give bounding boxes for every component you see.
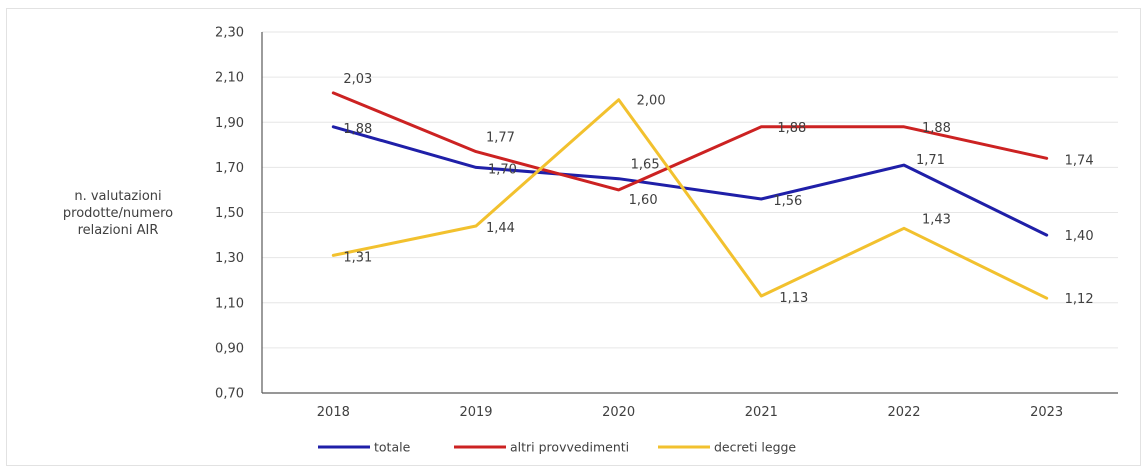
data-label: 1,74 [1065,153,1094,168]
data-label: 1,77 [486,131,515,146]
data-label: 1,60 [629,193,658,208]
data-label: 1,43 [922,212,951,227]
y-tick-label: 0,70 [215,387,244,402]
data-label: 1,70 [488,162,517,177]
legend: totale altri provvedimenti decreti legge [318,440,796,455]
data-label: 1,44 [486,221,515,236]
data-label: 1,56 [773,194,802,209]
data-label: 2,00 [637,94,666,109]
data-label: 1,31 [343,250,372,265]
series-lines [331,91,1049,300]
y-axis-label-line: prodotte/numero [63,206,173,221]
data-label: 1,12 [1065,292,1094,307]
y-tick-label: 1,70 [215,161,244,176]
data-label: 1,65 [631,158,660,173]
y-axis-label: n. valutazioni prodotte/numero relazioni A… [63,189,173,238]
x-tick-label: 2020 [602,405,635,420]
legend-label: altri provvedimenti [510,440,629,455]
data-label: 1,88 [343,122,372,137]
data-labels: 1,88 1,70 1,65 1,56 1,71 1,40 2,03 1,77 1,60 1,88… [343,72,1093,307]
x-tick-label: 2018 [317,405,350,420]
x-tick-labels: 2018 2019 2020 2021 2022 2023 [317,405,1063,420]
series-line-totale [331,125,1049,237]
data-label: 1,88 [777,121,806,136]
data-label: 2,03 [343,72,372,87]
series-line-decreti-legge [331,98,1049,300]
series-line-altri-provvedimenti [331,91,1049,192]
y-tick-label: 0,90 [215,341,244,356]
y-tick-label: 2,30 [215,26,244,41]
y-axis-label-line: relazioni AIR [78,223,159,238]
y-tick-label: 1,30 [215,251,244,266]
chart-frame [6,8,1141,466]
y-tick-label: 1,90 [215,116,244,131]
y-tick-label: 2,10 [215,71,244,86]
x-tick-label: 2019 [459,405,492,420]
data-label: 1,71 [916,153,945,168]
x-tick-label: 2021 [745,405,778,420]
y-tick-labels: 0,70 0,90 1,10 1,30 1,50 1,70 1,90 2,10 2,30 [215,26,244,402]
data-label: 1,88 [922,121,951,136]
data-label: 1,13 [779,291,808,306]
y-tick-label: 1,10 [215,296,244,311]
legend-label: decreti legge [714,440,796,455]
y-axis-label-line: n. valutazioni [74,189,161,204]
y-tick-label: 1,50 [215,206,244,221]
legend-label: totale [374,440,411,455]
data-label: 1,40 [1065,229,1094,244]
gridlines [262,31,1118,349]
x-tick-label: 2023 [1030,405,1063,420]
axes [261,32,1118,394]
x-tick-label: 2022 [887,405,920,420]
